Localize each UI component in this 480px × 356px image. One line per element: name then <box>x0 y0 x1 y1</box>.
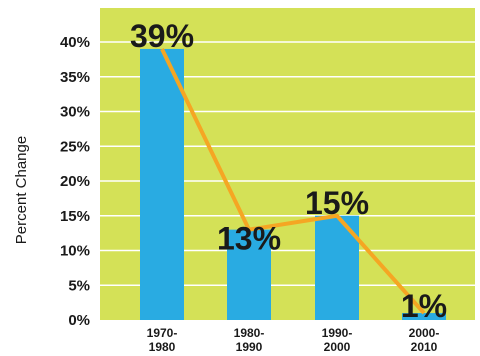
y-tick-label: 20% <box>60 173 90 190</box>
x-tick-label: 1970- <box>147 326 178 340</box>
x-tick-label: 1980 <box>149 340 176 354</box>
y-tick-label: 15% <box>60 208 90 225</box>
x-tick-labels: 1970-1980 1980-1990 1990-2000 2000-2010 <box>147 326 440 354</box>
y-tick-label: 30% <box>60 104 90 121</box>
y-axis-label: Percent Change <box>13 136 30 244</box>
data-label: 39% <box>130 18 194 54</box>
y-tick-label: 25% <box>60 138 90 155</box>
y-tick-label: 10% <box>60 243 90 260</box>
x-tick-label: 1990- <box>322 326 353 340</box>
y-tick-label: 0% <box>68 312 90 329</box>
data-label: 15% <box>305 185 369 221</box>
data-labels: 39% 13% 15% 1% <box>130 18 447 324</box>
x-tick-label: 1990 <box>236 340 263 354</box>
x-tick-label: 2000 <box>324 340 351 354</box>
y-tick-labels: 0% 5% 10% 15% 20% 25% 30% 35% 40% <box>60 34 90 329</box>
bar <box>140 48 184 320</box>
x-tick-label: 2000- <box>409 326 440 340</box>
data-label: 1% <box>401 288 447 324</box>
x-tick-label: 1980- <box>234 326 265 340</box>
x-tick-label: 2010 <box>411 340 438 354</box>
y-tick-label: 5% <box>68 277 90 294</box>
bar <box>402 313 446 320</box>
data-label: 13% <box>217 221 281 257</box>
trend-line <box>160 48 426 315</box>
y-tick-label: 35% <box>60 69 90 86</box>
bars <box>140 48 446 320</box>
y-tick-label: 40% <box>60 34 90 51</box>
bar <box>227 229 271 320</box>
